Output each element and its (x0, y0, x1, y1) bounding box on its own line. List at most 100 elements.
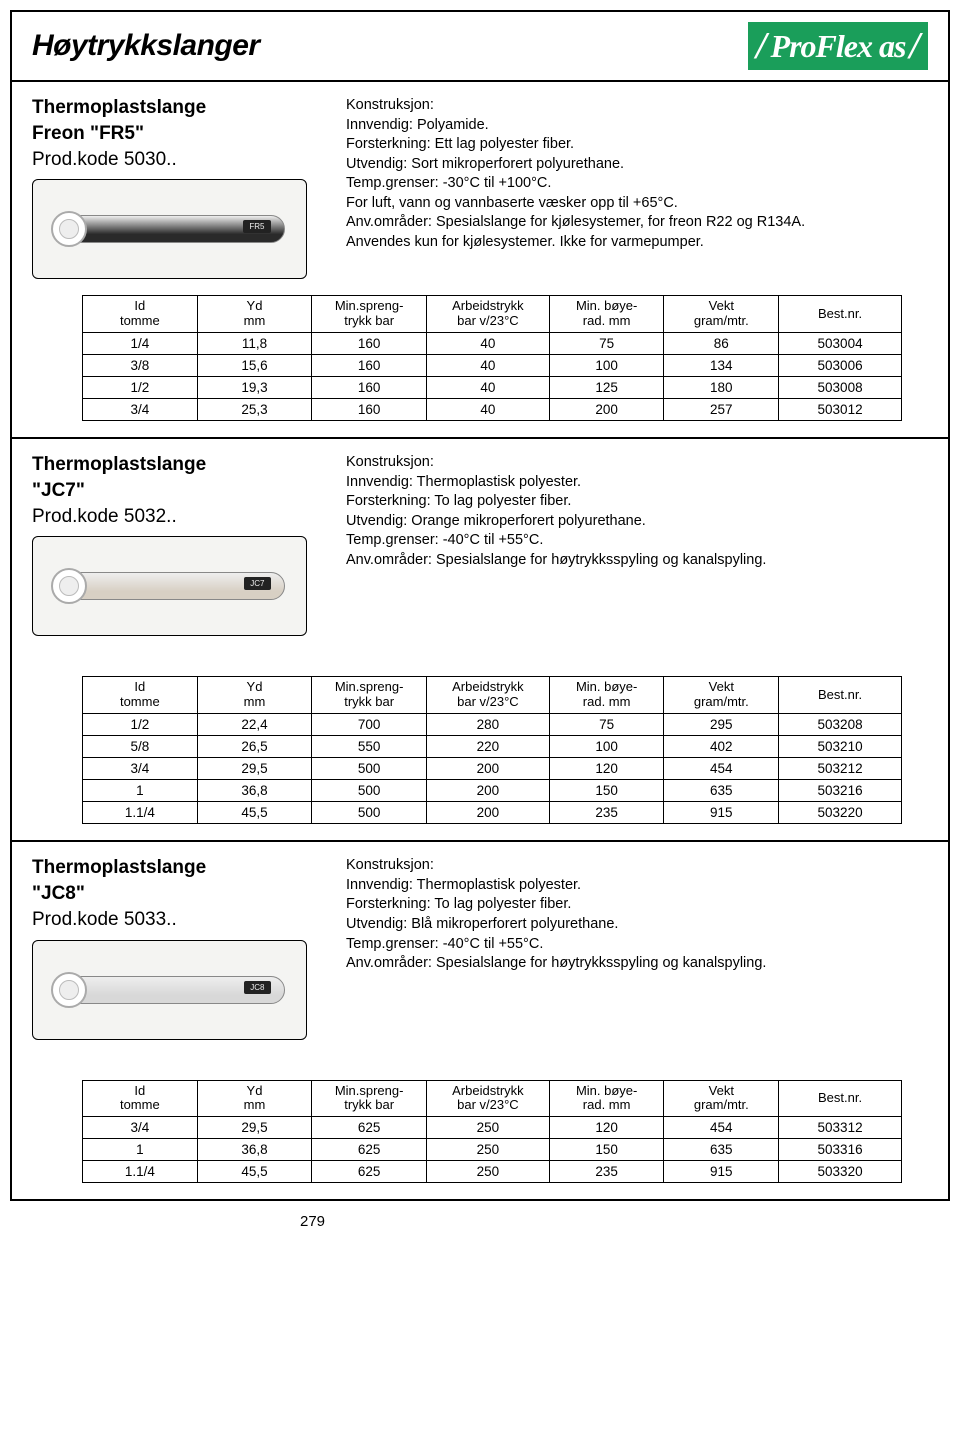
product-code: Prod.kode 5032.. (32, 505, 322, 529)
table-cell: 3/4 (83, 1117, 198, 1139)
table-cell: 1/2 (83, 377, 198, 399)
spec-line: Temp.grenser: -30°C til +100°C. (346, 174, 928, 194)
product-section: Thermoplastslange"JC8"Prod.kode 5033.. JC… (12, 842, 948, 1199)
product-subtitle: "JC7" (32, 479, 322, 503)
spec-construction-label: Konstruksjon: (346, 856, 928, 876)
product-head: Thermoplastslange"JC7"Prod.kode 5032..JC… (32, 453, 928, 636)
table-cell: 503220 (779, 802, 902, 824)
table-cell: 503004 (779, 333, 902, 355)
spec-line: Forsterkning: To lag polyester fiber. (346, 492, 928, 512)
table-cell: 915 (664, 802, 779, 824)
table-cell: 454 (664, 758, 779, 780)
product-left: Thermoplastslange"JC7"Prod.kode 5032..JC… (32, 453, 322, 636)
table-cell: 25,3 (197, 399, 312, 421)
product-code: Prod.kode 5033.. (32, 908, 322, 932)
spec-line: Innvendig: Polyamide. (346, 116, 928, 136)
spec-line: Anvendes kun for kjølesystemer. Ikke for… (346, 233, 928, 253)
table-cell: 150 (549, 780, 664, 802)
table-cell: 3/8 (83, 355, 198, 377)
table-cell: 1/2 (83, 714, 198, 736)
logo-text: ProFlex as (767, 28, 910, 65)
hose-end (51, 211, 87, 247)
table-cell: 75 (549, 333, 664, 355)
table-header-cell: Arbeidstrykkbar v/23°C (426, 677, 549, 714)
table-cell: 503212 (779, 758, 902, 780)
table-cell: 26,5 (197, 736, 312, 758)
table-cell: 40 (426, 355, 549, 377)
spec-line: Utvendig: Orange mikroperforert polyuret… (346, 512, 928, 532)
table-cell: 36,8 (197, 1139, 312, 1161)
table-cell: 40 (426, 333, 549, 355)
page-frame: Høytrykkslanger / ProFlex as / Thermopla… (10, 10, 950, 1201)
spec-line: Anv.områder: Spesialslange for høytrykks… (346, 954, 928, 974)
spec-block: Konstruksjon:Innvendig: Polyamide.Forste… (346, 96, 928, 253)
table-cell: 45,5 (197, 1161, 312, 1183)
table-cell: 500 (312, 802, 427, 824)
table-cell: 5/8 (83, 736, 198, 758)
spec-line: Temp.grenser: -40°C til +55°C. (346, 531, 928, 551)
spec-table: IdtommeYdmmMin.spreng-trykk barArbeidstr… (82, 676, 902, 824)
table-cell: 625 (312, 1139, 427, 1161)
product-head: ThermoplastslangeFreon "FR5"Prod.kode 50… (32, 96, 928, 279)
product-left: Thermoplastslange"JC8"Prod.kode 5033.. JC… (32, 856, 322, 1039)
table-cell: 36,8 (197, 780, 312, 802)
table-cell: 125 (549, 377, 664, 399)
spec-table: IdtommeYdmmMin.spreng-trykk barArbeidstr… (82, 1080, 902, 1184)
table-cell: 235 (549, 802, 664, 824)
table-cell: 503320 (779, 1161, 902, 1183)
table-header-cell: Ydmm (197, 296, 312, 333)
table-row: 3/425,316040200257503012 (83, 399, 902, 421)
table-row: 1.1/445,5625250235915503320 (83, 1161, 902, 1183)
product-title: Thermoplastslange (32, 856, 322, 880)
product-code: Prod.kode 5030.. (32, 148, 322, 172)
table-cell: 550 (312, 736, 427, 758)
table-cell: 1 (83, 780, 198, 802)
spec-line: Forsterkning: Ett lag polyester fiber. (346, 135, 928, 155)
table-cell: 40 (426, 399, 549, 421)
table-cell: 500 (312, 758, 427, 780)
table-row: 3/429,5625250120454503312 (83, 1117, 902, 1139)
table-cell: 257 (664, 399, 779, 421)
hose-end (51, 972, 87, 1008)
product-image: FR5 (32, 179, 307, 279)
spec-line: Utvendig: Blå mikroperforert polyurethan… (346, 915, 928, 935)
table-cell: 40 (426, 377, 549, 399)
brand-logo: / ProFlex as / (748, 22, 928, 70)
table-header-row: IdtommeYdmmMin.spreng-trykk barArbeidstr… (83, 1080, 902, 1117)
table-cell: 635 (664, 1139, 779, 1161)
product-image: JC7 (32, 536, 307, 636)
table-header-cell: Ydmm (197, 677, 312, 714)
table-cell: 500 (312, 780, 427, 802)
table-cell: 1.1/4 (83, 1161, 198, 1183)
table-cell: 250 (426, 1161, 549, 1183)
table-header-cell: Vektgram/mtr. (664, 1080, 779, 1117)
table-header-cell: Min.spreng-trykk bar (312, 296, 427, 333)
spec-line: Innvendig: Thermoplastisk polyester. (346, 876, 928, 896)
hose-label: JC8 (244, 981, 270, 994)
table-cell: 250 (426, 1117, 549, 1139)
table-header-cell: Min. bøye-rad. mm (549, 677, 664, 714)
table-cell: 160 (312, 355, 427, 377)
table-cell: 180 (664, 377, 779, 399)
spec-construction-label: Konstruksjon: (346, 96, 928, 116)
product-subtitle: "JC8" (32, 882, 322, 906)
table-cell: 120 (549, 758, 664, 780)
table-cell: 160 (312, 377, 427, 399)
table-header-cell: Min. bøye-rad. mm (549, 1080, 664, 1117)
table-cell: 160 (312, 333, 427, 355)
table-cell: 625 (312, 1161, 427, 1183)
logo-slash-right: / (909, 24, 920, 68)
spec-line: Temp.grenser: -40°C til +55°C. (346, 935, 928, 955)
table-cell: 1.1/4 (83, 802, 198, 824)
table-header-cell: Vektgram/mtr. (664, 677, 779, 714)
table-cell: 45,5 (197, 802, 312, 824)
page-number: 279 (0, 1211, 960, 1236)
table-cell: 160 (312, 399, 427, 421)
table-cell: 100 (549, 736, 664, 758)
hose-icon: JC8 (55, 968, 285, 1012)
product-head: Thermoplastslange"JC8"Prod.kode 5033.. JC… (32, 856, 928, 1039)
table-row: 1/411,8160407586503004 (83, 333, 902, 355)
table-cell: 19,3 (197, 377, 312, 399)
table-cell: 503316 (779, 1139, 902, 1161)
product-section: ThermoplastslangeFreon "FR5"Prod.kode 50… (12, 82, 948, 439)
